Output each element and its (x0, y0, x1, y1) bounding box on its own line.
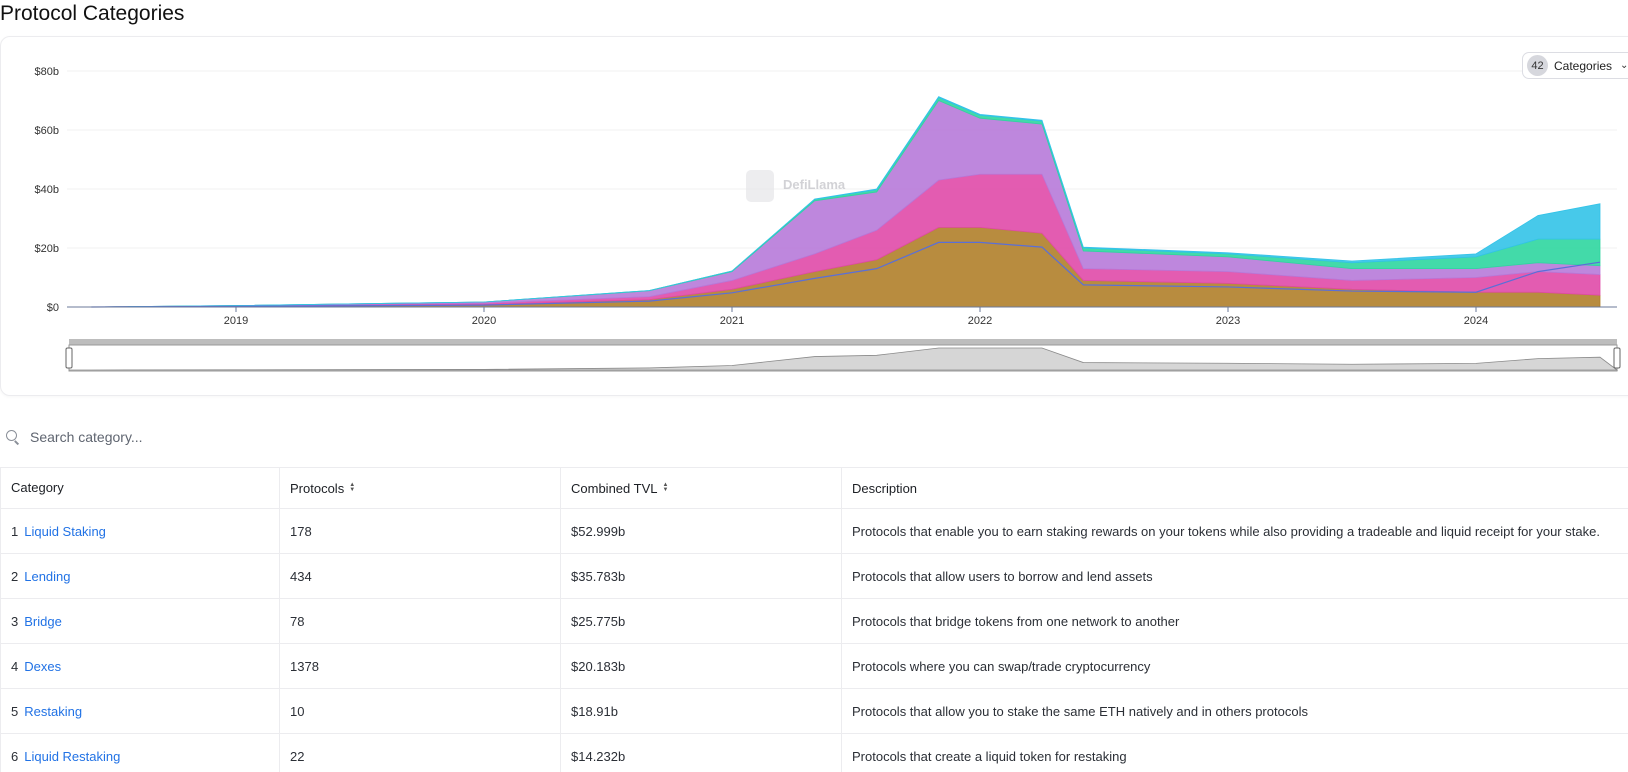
table-row: 3 Bridge 78 $25.775b Protocols that brid… (1, 599, 1628, 644)
x-tick-label: 2023 (1216, 315, 1240, 327)
chart-card: $0 $20b $40b $60b $80b DefiLlama 2019 2020 2021 2… (0, 36, 1628, 396)
category-link[interactable]: Liquid Staking (24, 523, 106, 539)
categories-count-badge: 42 (1527, 55, 1548, 76)
table-row: 2 Lending 434 $35.783b Protocols that al… (1, 554, 1628, 599)
watermark-text: DefiLlama (783, 177, 846, 192)
category-link[interactable]: Dexes (24, 658, 62, 674)
category-link[interactable]: Liquid Restaking (24, 748, 121, 764)
y-tick-label: $0 (47, 302, 59, 314)
table-row: 4 Dexes 1378 $20.183b Protocols where yo… (1, 644, 1628, 689)
x-tick-label: 2024 (1464, 315, 1488, 327)
category-cell: 5 Restaking (1, 689, 280, 733)
chevron-down-icon: ⌄ (1620, 60, 1628, 71)
category-link[interactable]: Restaking (24, 703, 83, 719)
description: Protocols that allow you to stake the sa… (842, 689, 1628, 733)
combined-tvl: $25.775b (561, 599, 842, 643)
combined-tvl: $14.232b (561, 734, 842, 772)
search-bar (0, 424, 600, 450)
category-cell: 3 Bridge (1, 599, 280, 643)
search-icon (6, 430, 20, 445)
rank-number: 4 (11, 658, 19, 674)
x-tick-label: 2020 (472, 315, 496, 327)
protocols-count: 22 (280, 734, 561, 772)
y-tick-label: $20b (35, 243, 59, 255)
description: Protocols that enable you to earn stakin… (842, 509, 1628, 553)
category-cell: 2 Lending (1, 554, 280, 598)
y-tick-label: $80b (35, 66, 59, 78)
combined-tvl: $52.999b (561, 509, 842, 553)
series-area (91, 96, 1601, 308)
category-cell: 1 Liquid Staking (1, 509, 280, 553)
description: Protocols where you can swap/trade crypt… (842, 644, 1628, 688)
header-category: Category (1, 468, 280, 508)
rank-number: 3 (11, 613, 19, 629)
header-combined-tvl[interactable]: Combined TVL ▲ ▼ (561, 468, 842, 508)
series-line (91, 241, 1601, 308)
x-tick-label: 2019 (224, 315, 248, 327)
protocols-count: 78 (280, 599, 561, 643)
header-protocols-label: Protocols (290, 480, 345, 496)
table-row: 6 Liquid Restaking 22 $14.232b Protocols… (1, 734, 1628, 772)
table-row: 1 Liquid Staking 178 $52.999b Protocols … (1, 509, 1628, 554)
sort-icon: ▲ ▼ (662, 482, 669, 493)
zoom-silhouette (69, 347, 1619, 371)
description: Protocols that bridge tokens from one ne… (842, 599, 1628, 643)
categories-dropdown-label: Categories (1554, 58, 1613, 73)
protocols-count: 1378 (280, 644, 561, 688)
category-cell: 6 Liquid Restaking (1, 734, 280, 772)
combined-tvl: $35.783b (561, 554, 842, 598)
header-description: Description (842, 468, 1628, 508)
y-tick-label: $60b (35, 125, 59, 137)
description: Protocols that create a liquid token for… (842, 734, 1628, 772)
tvl-area-chart[interactable]: $0 $20b $40b $60b $80b DefiLlama 2019 2020 2021 2… (1, 37, 1628, 396)
header-tvl-label: Combined TVL (571, 480, 658, 496)
combined-tvl: $20.183b (561, 644, 842, 688)
zoom-handle-left (65, 347, 73, 369)
zoom-track (69, 339, 1617, 345)
protocols-count: 178 (280, 509, 561, 553)
category-link[interactable]: Lending (24, 568, 71, 584)
table-row: 5 Restaking 10 $18.91b Protocols that al… (1, 689, 1628, 734)
rank-number: 5 (11, 703, 19, 719)
rank-number: 6 (11, 748, 19, 764)
category-link[interactable]: Bridge (24, 613, 62, 629)
search-input[interactable] (30, 429, 530, 445)
page-title: Protocol Categories (0, 2, 185, 25)
description: Protocols that allow users to borrow and… (842, 554, 1628, 598)
zoom-handle-right (1613, 347, 1621, 369)
protocols-count: 434 (280, 554, 561, 598)
watermark-logo (746, 170, 774, 202)
categories-table: Category Protocols ▲ ▼ Combined TVL ▲ ▼ De… (0, 467, 1628, 772)
protocols-count: 10 (280, 689, 561, 733)
y-tick-label: $40b (35, 184, 59, 196)
categories-dropdown[interactable]: 42 Categories ⌄ (1522, 52, 1628, 79)
table-header-row: Category Protocols ▲ ▼ Combined TVL ▲ ▼ De… (1, 468, 1628, 509)
category-cell: 4 Dexes (1, 644, 280, 688)
x-tick-label: 2022 (968, 315, 992, 327)
header-protocols[interactable]: Protocols ▲ ▼ (280, 468, 561, 508)
x-tick-label: 2021 (720, 315, 744, 327)
sort-icon: ▲ ▼ (349, 482, 356, 493)
rank-number: 1 (11, 523, 19, 539)
combined-tvl: $18.91b (561, 689, 842, 733)
rank-number: 2 (11, 568, 19, 584)
